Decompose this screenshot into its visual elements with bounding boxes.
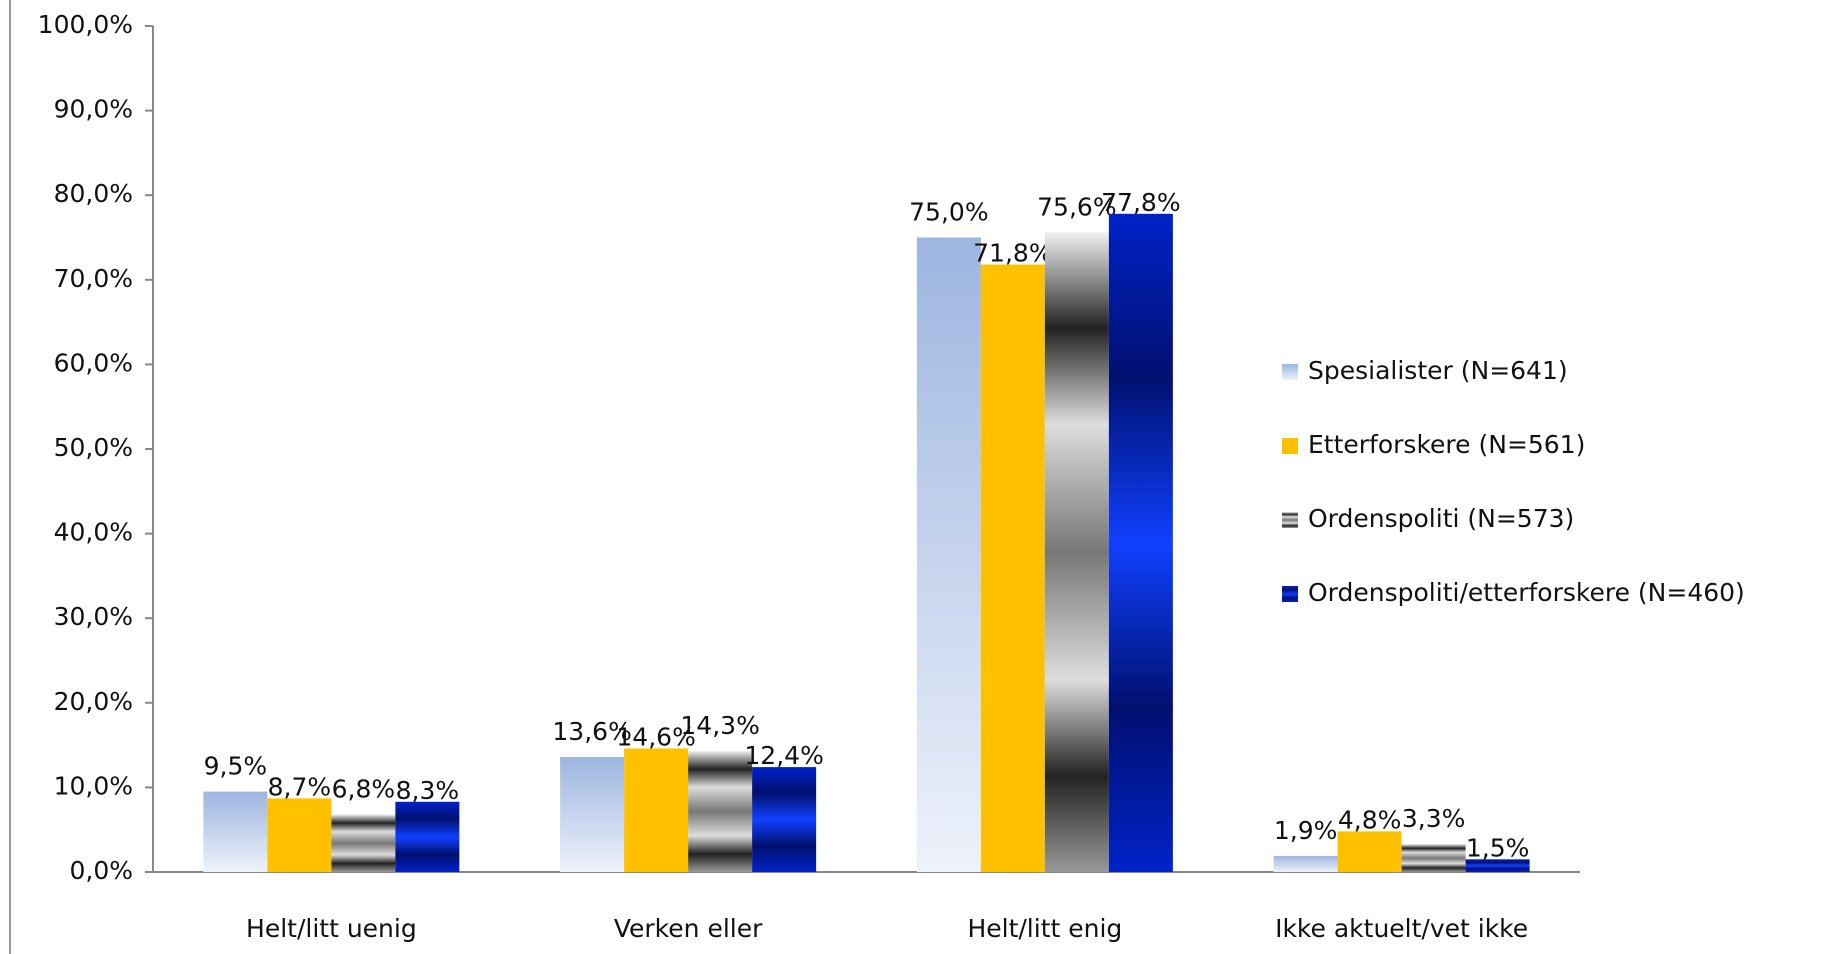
- data-label: 75,6%: [1037, 192, 1116, 221]
- bar: [752, 767, 817, 872]
- y-tick-label: 70,0%: [54, 264, 133, 293]
- bar: [203, 791, 268, 872]
- bar: [1273, 855, 1338, 872]
- y-tick-label: 100,0%: [38, 10, 133, 39]
- bar: [1108, 213, 1173, 872]
- y-tick-label: 0,0%: [69, 856, 133, 885]
- y-tick-label: 30,0%: [54, 602, 133, 631]
- data-label: 77,8%: [1101, 188, 1180, 217]
- data-label: 75,0%: [909, 198, 988, 227]
- legend-label: Etterforskere (N=561): [1308, 430, 1585, 459]
- bar: [1044, 232, 1109, 872]
- y-tick-label: 50,0%: [54, 433, 133, 462]
- x-tick-label: Helt/litt enig: [967, 914, 1122, 943]
- data-label: 9,5%: [204, 752, 268, 781]
- y-tick-label: 90,0%: [54, 95, 133, 124]
- legend-label: Ordenspoliti/etterforskere (N=460): [1308, 578, 1745, 607]
- data-label: 12,4%: [744, 741, 823, 770]
- bar: [560, 756, 625, 872]
- bar: [980, 264, 1045, 872]
- legend-swatch: [1282, 586, 1298, 602]
- legend-swatch: [1282, 364, 1298, 380]
- legend-swatch: [1282, 512, 1298, 528]
- bar: [331, 814, 396, 872]
- legend-label: Ordenspoliti (N=573): [1308, 504, 1574, 533]
- data-label: 4,8%: [1338, 805, 1402, 834]
- data-label: 14,3%: [680, 711, 759, 740]
- data-label: 1,9%: [1274, 816, 1338, 845]
- data-label: 1,5%: [1466, 833, 1530, 862]
- y-tick-label: 40,0%: [54, 518, 133, 547]
- x-tick-label: Verken eller: [614, 914, 763, 943]
- bar: [624, 748, 689, 872]
- data-label: 3,3%: [1402, 804, 1466, 833]
- data-label: 71,8%: [973, 239, 1052, 268]
- bar: [916, 237, 981, 872]
- bar: [1401, 844, 1466, 872]
- bar: [1465, 859, 1530, 872]
- y-tick-label: 80,0%: [54, 179, 133, 208]
- bar: [395, 801, 460, 872]
- data-label: 8,7%: [268, 772, 332, 801]
- x-tick-label: Ikke aktuelt/vet ikke: [1275, 914, 1528, 943]
- bar: [688, 751, 753, 872]
- bar: [1337, 831, 1402, 872]
- data-label: 8,3%: [396, 776, 460, 805]
- data-label: 13,6%: [552, 717, 631, 746]
- y-tick-label: 10,0%: [54, 771, 133, 800]
- x-tick-label: Helt/litt uenig: [246, 914, 417, 943]
- legend-label: Spesialister (N=641): [1308, 356, 1568, 385]
- y-tick-label: 60,0%: [54, 348, 133, 377]
- data-label: 14,6%: [616, 722, 695, 751]
- y-tick-label: 20,0%: [54, 687, 133, 716]
- data-label: 6,8%: [332, 774, 396, 803]
- bar: [267, 798, 332, 872]
- legend-swatch: [1282, 438, 1298, 454]
